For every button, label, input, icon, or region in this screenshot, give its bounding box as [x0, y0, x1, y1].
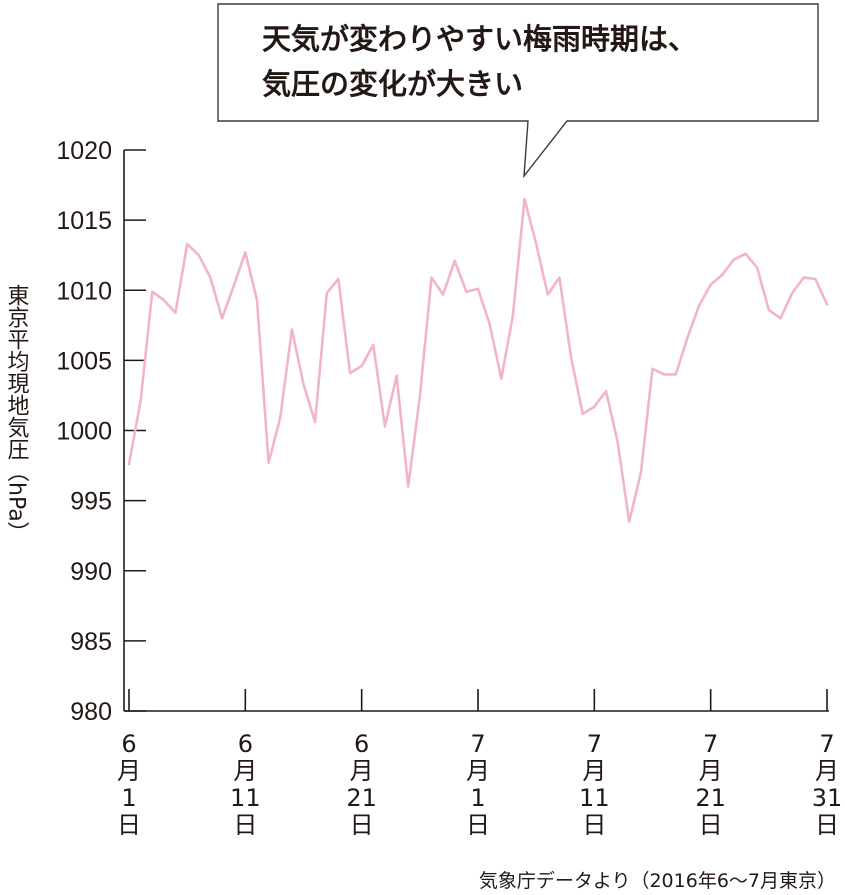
x-tick-day-unit: 日: [233, 811, 257, 839]
y-tick-label: 980: [70, 698, 112, 726]
x-tick-day-unit: 日: [699, 811, 723, 839]
x-tick-month: 6: [238, 730, 253, 758]
y-tick-label: 1010: [56, 277, 112, 305]
x-tick-month-unit: 月: [466, 757, 490, 785]
y-tick-label: 1000: [56, 418, 112, 446]
x-tick-day: 31: [812, 784, 843, 812]
x-tick-day: 21: [346, 784, 377, 812]
x-tick-month: 6: [354, 730, 369, 758]
x-tick-day: 1: [121, 784, 136, 812]
x-tick-month-unit: 月: [233, 757, 257, 785]
x-tick-day-unit: 日: [117, 811, 141, 839]
x-tick-day: 11: [579, 784, 610, 812]
y-tick-label: 990: [70, 558, 112, 586]
x-tick-day: 21: [695, 784, 726, 812]
x-tick-month-unit: 月: [582, 757, 606, 785]
x-tick-day-unit: 日: [466, 811, 490, 839]
x-tick-month-unit: 月: [699, 757, 723, 785]
x-tick-month-unit: 月: [350, 757, 374, 785]
x-tick-month-unit: 月: [117, 757, 141, 785]
x-tick-month: 6: [121, 730, 136, 758]
callout-bubble: [217, 3, 819, 179]
callout-line-2: 気圧の変化が大きい: [262, 67, 523, 101]
x-tick-day-unit: 日: [350, 811, 374, 839]
x-tick-day: 1: [470, 784, 485, 812]
y-tick-label: 995: [70, 488, 112, 516]
x-tick-month: 7: [819, 730, 834, 758]
x-tick-month-unit: 月: [815, 757, 839, 785]
callout-line-1: 天気が変わりやすい梅雨時期は、: [262, 22, 697, 56]
axes: [123, 150, 829, 712]
y-tick-label: 1020: [56, 137, 112, 165]
y-axis-label: 東京平均現地気圧（hPa）: [4, 284, 30, 544]
series-line: [127, 197, 829, 523]
callout: 天気が変わりやすい梅雨時期は、 気圧の変化が大きい: [217, 3, 819, 179]
x-tick-day-unit: 日: [582, 811, 606, 839]
y-tick-label: 1005: [56, 347, 112, 375]
x-tick-month: 7: [470, 730, 485, 758]
x-tick-day-unit: 日: [815, 811, 839, 839]
y-tick-label: 1015: [56, 207, 112, 235]
x-tick-day: 11: [230, 784, 261, 812]
y-tick-label: 985: [70, 628, 112, 656]
x-tick-month: 7: [587, 730, 602, 758]
x-tick-month: 7: [703, 730, 718, 758]
source-note: 気象庁データより（2016年6〜7月東京）: [479, 870, 836, 892]
y-ticks: 1020 1015 1010 1005 1000 995 990 985 980: [56, 137, 146, 726]
